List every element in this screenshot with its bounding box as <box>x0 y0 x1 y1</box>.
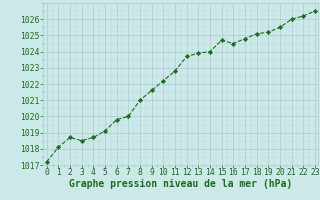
X-axis label: Graphe pression niveau de la mer (hPa): Graphe pression niveau de la mer (hPa) <box>69 179 292 189</box>
